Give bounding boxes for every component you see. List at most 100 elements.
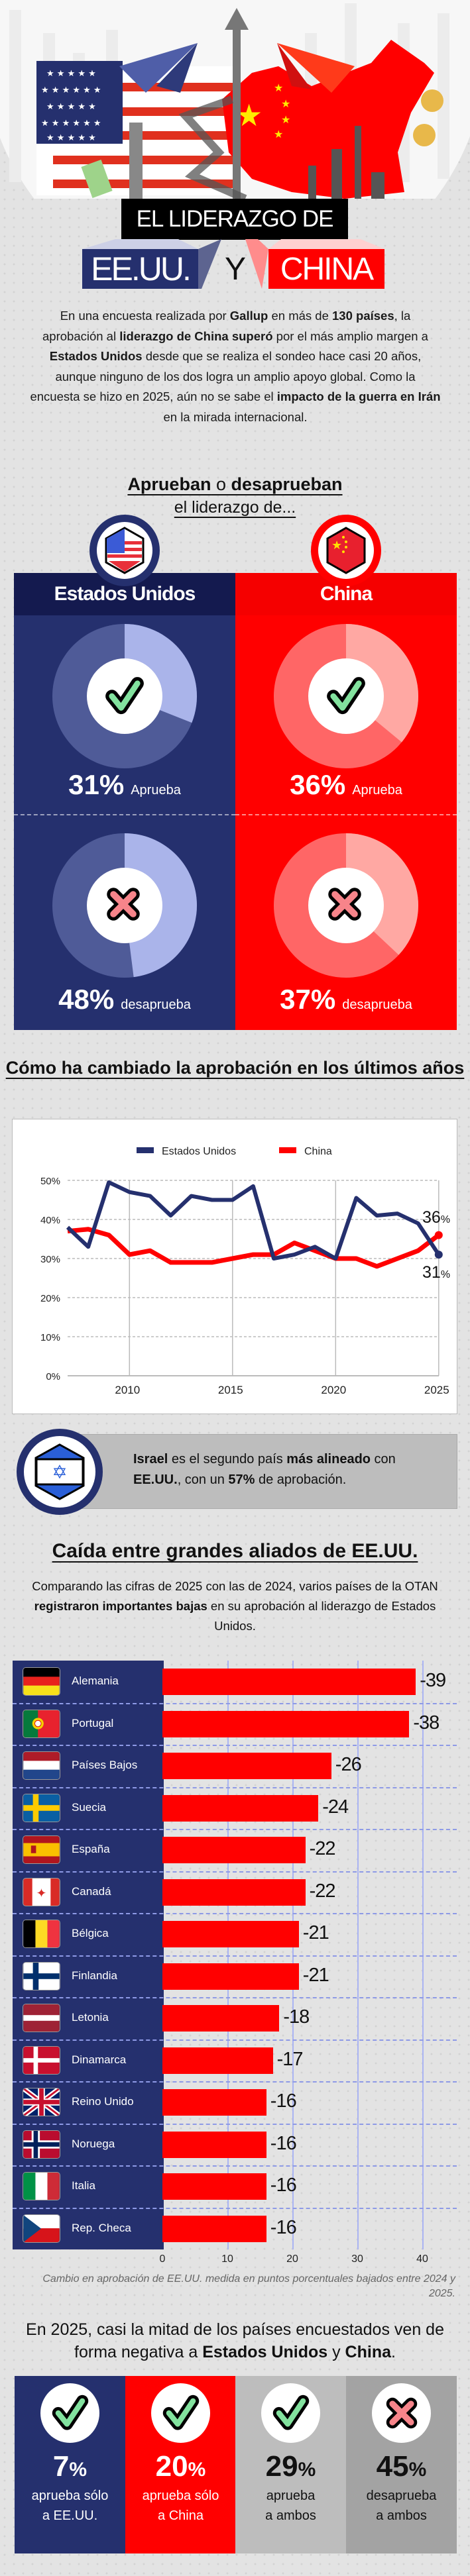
- china-badge: ★: [311, 515, 381, 586]
- allies-subtitle: Comparando las cifras de 2025 con las de…: [27, 1576, 443, 1636]
- row-separator: [13, 1786, 457, 1788]
- approval-heading: Aprueban o desaprueban: [0, 474, 470, 495]
- check-icon: [52, 2395, 88, 2430]
- china-flag-icon: ★: [326, 527, 366, 574]
- approve-stat: 36% Aprueba: [235, 769, 457, 801]
- summary-number: 7: [52, 2450, 70, 2483]
- flag-pt-icon: [23, 1709, 60, 1738]
- percent-sign: %: [99, 769, 125, 800]
- summary-icon-wrap: [261, 2383, 320, 2443]
- percent-sign: %: [89, 984, 115, 1015]
- end-label-value: 31: [422, 1263, 441, 1282]
- summary-label-line2: a ambos: [376, 2508, 427, 2523]
- cross-icon: [386, 2397, 417, 2429]
- text-segment: , la aprobación al: [42, 309, 411, 343]
- bar: [162, 2131, 266, 2158]
- summary-heading: En 2025, casi la mitad de los países enc…: [13, 2318, 457, 2363]
- bar: [162, 1710, 410, 1737]
- row-separator: [13, 1829, 457, 1830]
- svg-text:★: ★: [274, 128, 283, 140]
- line-chart-svg: 0% 10% 20% 30% 40% 50% 2010 2015 2020 2025 Estados…: [40, 1146, 450, 1396]
- text-segment: más alineado: [286, 1452, 371, 1467]
- x-tick-label: 2025: [424, 1384, 449, 1396]
- legend-swatch: [137, 1147, 154, 1153]
- summary-icon-wrap: [40, 2383, 99, 2443]
- flag-nl-icon: [23, 1751, 60, 1780]
- bar-value-label: -21: [302, 1922, 329, 1943]
- country-label: Suecia: [72, 1800, 106, 1814]
- series-line-china: [67, 1227, 440, 1269]
- bar-value-label: -22: [309, 1838, 336, 1859]
- text-segment: Comparando las cifras de 2025 con las de…: [32, 1579, 438, 1593]
- svg-text:★: ★: [281, 97, 290, 110]
- hero-illustration: ★ ★ ★ ★ ★ ★ ★ ★ ★ ★ ★ ★ ★ ★ ★ ★ ★ ★ ★ ★ ★ ★…: [0, 0, 470, 199]
- panel-divider: [235, 814, 457, 815]
- text-segment: En 2025, casi la mitad de los países enc…: [26, 2320, 444, 2361]
- text-segment: de aprobación.: [255, 1472, 347, 1487]
- summary-value: 7%: [15, 2450, 125, 2483]
- text-segment: liderazgo de China superó: [119, 329, 273, 343]
- country-label: Reino Unido: [72, 2095, 134, 2108]
- flag-se-icon: [23, 1793, 60, 1822]
- row-separator: [13, 2207, 457, 2209]
- flag-ca-icon: ✦: [23, 1877, 60, 1906]
- pie-slice: [346, 624, 418, 743]
- y-tick-label: 40%: [40, 1215, 60, 1226]
- summary-value: 45%: [346, 2450, 457, 2483]
- flag-dk-icon: [23, 2045, 60, 2075]
- text-segment: 57%: [228, 1472, 255, 1487]
- us-flag-icon: [105, 527, 145, 574]
- bar: [162, 2005, 280, 2032]
- bar: [162, 2215, 266, 2242]
- svg-text:✦: ✦: [36, 1886, 47, 1900]
- summary-icon-wrap: [372, 2383, 431, 2443]
- flag-lv-icon: [23, 2004, 60, 2032]
- disapprove-value: 37%: [280, 984, 335, 1015]
- disapprove-value: 48%: [58, 984, 114, 1015]
- end-label: 31%: [422, 1263, 450, 1282]
- title-country-us: EE.UU.: [82, 249, 198, 289]
- pie-slice: [346, 833, 418, 955]
- approve-number: 31: [68, 769, 99, 800]
- row-separator: [13, 1955, 457, 1957]
- approval-subheading-text: el liderazgo de...: [174, 498, 296, 517]
- svg-text:✡: ✡: [52, 1461, 67, 1483]
- svg-text:★: ★: [281, 113, 290, 126]
- row-separator: [13, 1997, 457, 1998]
- row-separator: [13, 2081, 457, 2083]
- coin-icons: [413, 89, 443, 146]
- svg-text:★ ★ ★ ★ ★: ★ ★ ★ ★ ★: [46, 133, 96, 143]
- summary-label-line2: a EE.UU.: [42, 2508, 98, 2523]
- disapprove-label: desaprueba: [121, 998, 191, 1012]
- cross-icon: [107, 888, 140, 921]
- row-separator: [13, 2039, 457, 2041]
- disapprove-stat: 48% desaprueba: [14, 984, 235, 1015]
- y-tick-label: 50%: [40, 1176, 60, 1187]
- bar: [162, 1837, 306, 1863]
- series-endpoint: [434, 1231, 443, 1239]
- row-separator: [13, 2123, 457, 2125]
- row-separator: [13, 1702, 457, 1704]
- percent-sign: %: [298, 2459, 316, 2481]
- summary-number: 29: [265, 2450, 298, 2483]
- end-label-suffix: %: [441, 1269, 450, 1280]
- text-segment: con: [371, 1452, 396, 1467]
- bar-value-label: -21: [302, 1964, 329, 1986]
- text-segment: .: [391, 2343, 396, 2361]
- text-segment: y: [327, 2343, 345, 2361]
- bar: [162, 2047, 273, 2074]
- x-tick-label: 20: [286, 2253, 298, 2265]
- x-tick-label: 30: [351, 2253, 363, 2265]
- flag-no-icon: [23, 2130, 60, 2159]
- text-segment: en la mirada internacional.: [163, 409, 308, 424]
- text-segment: 130 países: [332, 309, 394, 323]
- percent-sign: %: [69, 2459, 88, 2481]
- row-separator: [13, 2165, 457, 2167]
- summary-label: aprueba a ambos: [235, 2486, 346, 2526]
- bar: [162, 2089, 266, 2116]
- end-label-suffix: %: [441, 1214, 450, 1225]
- summary-item: 29% aprueba a ambos: [235, 2376, 346, 2553]
- svg-text:★: ★: [274, 81, 283, 94]
- israel-flag-icon: ✡: [34, 1443, 85, 1500]
- bar: [162, 1921, 299, 1947]
